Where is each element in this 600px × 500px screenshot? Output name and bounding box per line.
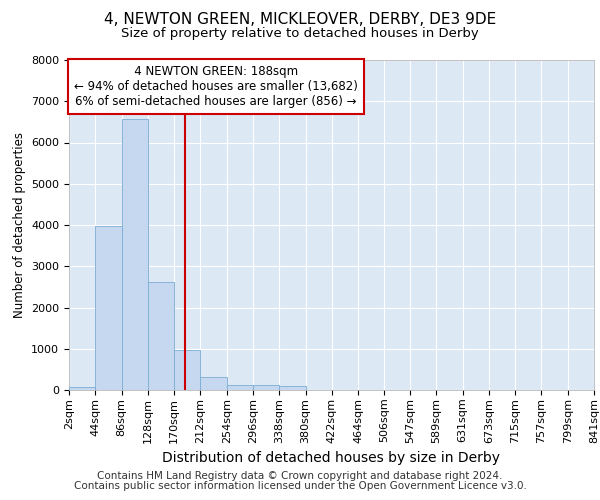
Bar xyxy=(279,386,305,390)
Bar xyxy=(227,384,253,390)
Text: Contains HM Land Registry data © Crown copyright and database right 2024.: Contains HM Land Registry data © Crown c… xyxy=(97,471,503,481)
X-axis label: Distribution of detached houses by size in Derby: Distribution of detached houses by size … xyxy=(163,451,500,465)
Text: Size of property relative to detached houses in Derby: Size of property relative to detached ho… xyxy=(121,28,479,40)
Bar xyxy=(253,386,279,390)
Bar xyxy=(148,282,174,390)
Text: Contains public sector information licensed under the Open Government Licence v3: Contains public sector information licen… xyxy=(74,481,526,491)
Bar xyxy=(174,350,200,390)
Bar xyxy=(69,387,95,390)
Text: 4, NEWTON GREEN, MICKLEOVER, DERBY, DE3 9DE: 4, NEWTON GREEN, MICKLEOVER, DERBY, DE3 … xyxy=(104,12,496,28)
Text: 4 NEWTON GREEN: 188sqm   
← 94% of detached houses are smaller (13,682)
6% of se: 4 NEWTON GREEN: 188sqm ← 94% of detached… xyxy=(74,65,358,108)
Bar xyxy=(200,377,227,390)
Bar xyxy=(122,120,148,390)
Bar xyxy=(95,226,122,390)
Y-axis label: Number of detached properties: Number of detached properties xyxy=(13,132,26,318)
